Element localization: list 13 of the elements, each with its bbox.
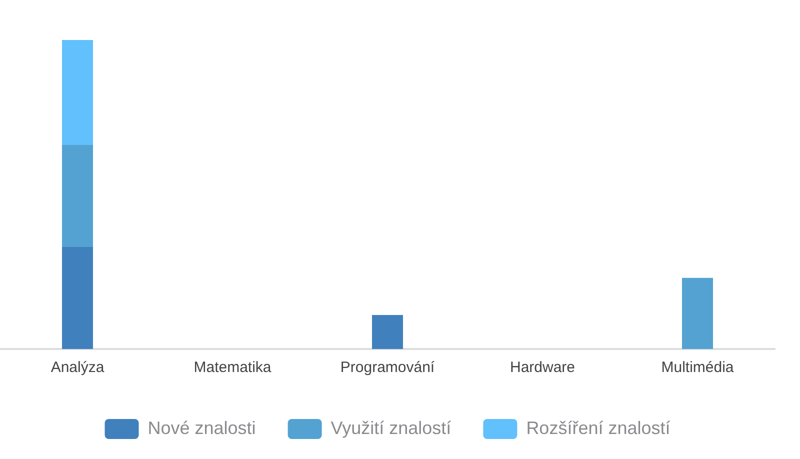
- x-tick-label: Programování: [340, 359, 436, 376]
- bar: [62, 40, 93, 146]
- bar: [62, 145, 93, 248]
- bar: [62, 247, 93, 349]
- legend-label: Nové znalosti: [148, 418, 256, 438]
- x-tick-label: Matematika: [194, 359, 272, 376]
- bar: [372, 315, 403, 349]
- x-tick-label: Multimédia: [661, 359, 734, 376]
- legend-label: Rozšíření znalostí: [526, 418, 670, 438]
- x-tick-label: Hardware: [510, 359, 576, 376]
- bar: [682, 278, 713, 349]
- x-tick-label: Analýza: [50, 359, 105, 376]
- legend-label: Využití znalostí: [330, 418, 452, 438]
